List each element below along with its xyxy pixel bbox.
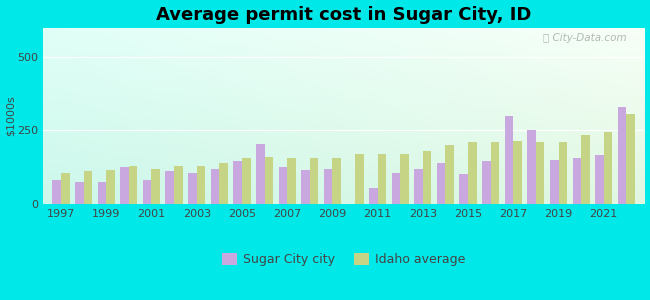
Bar bbox=[242, 158, 250, 204]
Bar bbox=[287, 158, 296, 204]
Bar bbox=[279, 167, 287, 204]
Bar bbox=[400, 154, 409, 204]
Bar bbox=[392, 173, 400, 204]
Bar bbox=[468, 142, 476, 204]
Bar bbox=[151, 169, 160, 204]
Bar bbox=[558, 142, 567, 204]
Bar bbox=[98, 182, 106, 204]
Bar bbox=[188, 173, 197, 204]
Bar bbox=[75, 182, 84, 204]
Legend: Sugar City city, Idaho average: Sugar City city, Idaho average bbox=[217, 248, 471, 271]
Y-axis label: $1000s: $1000s bbox=[6, 95, 16, 136]
Bar bbox=[256, 144, 265, 204]
Title: Average permit cost in Sugar City, ID: Average permit cost in Sugar City, ID bbox=[156, 6, 532, 24]
Bar bbox=[504, 116, 514, 204]
Bar bbox=[143, 180, 151, 204]
Bar bbox=[233, 161, 242, 204]
Bar bbox=[324, 169, 332, 204]
Bar bbox=[550, 160, 558, 204]
Bar bbox=[573, 158, 581, 204]
Bar bbox=[301, 170, 310, 204]
Bar bbox=[491, 142, 499, 204]
Bar bbox=[414, 169, 423, 204]
Bar bbox=[514, 141, 522, 204]
Bar bbox=[61, 173, 70, 204]
Bar bbox=[310, 158, 318, 204]
Bar bbox=[106, 170, 115, 204]
Bar bbox=[129, 166, 137, 204]
Bar bbox=[166, 171, 174, 204]
Bar bbox=[369, 188, 378, 204]
Bar bbox=[423, 151, 432, 204]
Bar bbox=[197, 166, 205, 204]
Bar bbox=[618, 107, 627, 204]
Bar bbox=[174, 166, 183, 204]
Bar bbox=[595, 155, 604, 204]
Bar bbox=[332, 158, 341, 204]
Bar bbox=[84, 171, 92, 204]
Bar bbox=[445, 145, 454, 204]
Bar bbox=[482, 161, 491, 204]
Bar bbox=[536, 142, 545, 204]
Bar bbox=[265, 157, 273, 204]
Bar bbox=[219, 163, 228, 204]
Bar bbox=[627, 114, 635, 204]
Bar bbox=[460, 174, 468, 204]
Bar bbox=[120, 167, 129, 204]
Bar bbox=[211, 169, 219, 204]
Bar bbox=[604, 132, 612, 204]
Text: ⓘ City-Data.com: ⓘ City-Data.com bbox=[543, 33, 627, 43]
Bar bbox=[378, 154, 386, 204]
Bar bbox=[581, 135, 590, 204]
Bar bbox=[53, 180, 61, 204]
Bar bbox=[355, 154, 363, 204]
Bar bbox=[527, 130, 536, 204]
Bar bbox=[437, 163, 445, 204]
